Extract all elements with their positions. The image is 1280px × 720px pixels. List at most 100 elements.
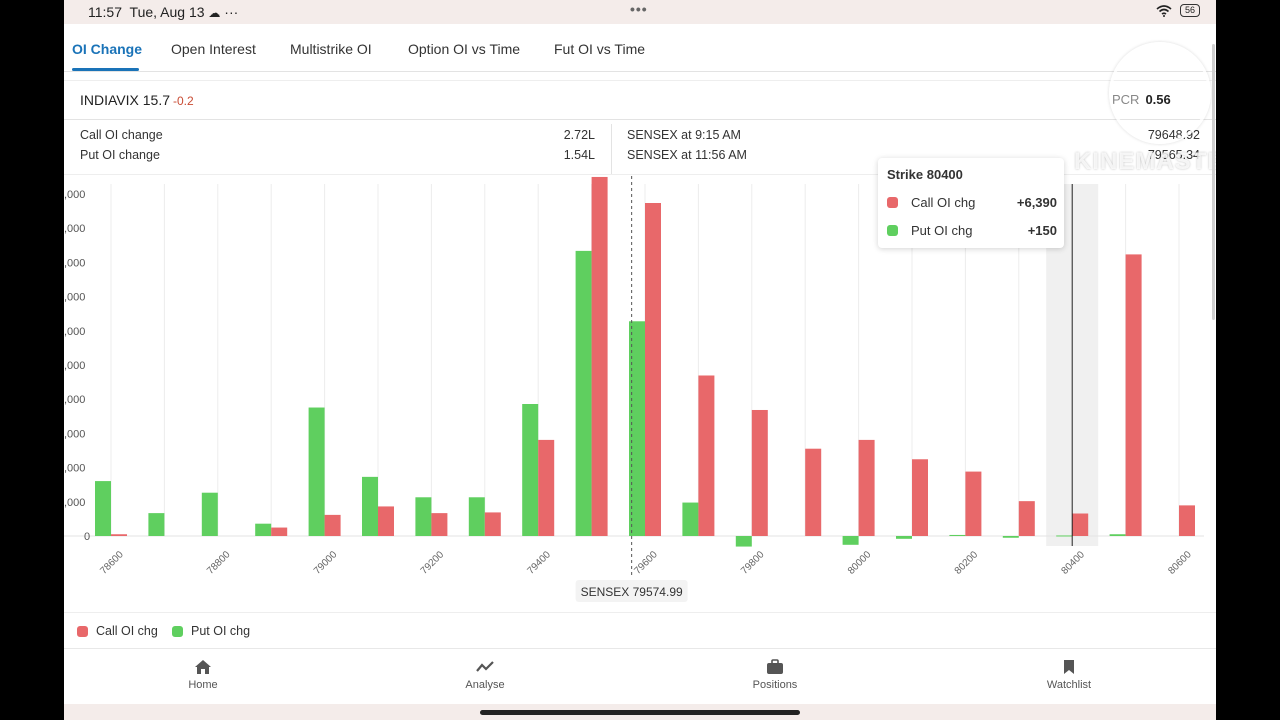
put-bar [1109, 534, 1126, 536]
put-bar [896, 536, 912, 539]
tooltip-put-row: Put OI chg +150 [887, 221, 1057, 241]
bookmark-icon [1064, 660, 1074, 674]
tooltip-call-row: Call OI chg +6,390 [887, 193, 1057, 213]
call-oi-change-value: 2.72L [563, 128, 595, 142]
tooltip-put-label: Put OI chg [911, 223, 973, 238]
x-tick-label: 80400 [1060, 549, 1088, 577]
nav-analyse[interactable]: Analyse [445, 659, 525, 691]
put-bar [308, 407, 325, 536]
nav-home-label: Home [188, 679, 218, 691]
nav-watchlist[interactable]: Watchlist [1029, 659, 1109, 691]
sensex-open-label: SENSEX at 9:15 AM [627, 128, 741, 142]
put-bar [735, 536, 752, 547]
indiavix-quote[interactable]: INDIAVIX 15.7 -0.2 [80, 92, 194, 108]
summary-divider [611, 124, 612, 174]
tab-bar: OI Change Open Interest Multistrike OI O… [64, 24, 1216, 72]
call-bar [912, 459, 928, 536]
watermark-text: KINEMASTER [1074, 148, 1216, 175]
nav-watchlist-label: Watchlist [1046, 679, 1092, 691]
legend-call-swatch [77, 625, 88, 637]
call-bar [484, 512, 501, 536]
nav-analyse-label: Analyse [465, 679, 505, 691]
legend-put[interactable]: Put OI chg [172, 624, 250, 638]
status-bar: 11:57 Tue, Aug 13 ☁ ··· ••• 56 [64, 0, 1216, 24]
call-bar [965, 471, 982, 536]
put-bar [842, 536, 859, 545]
bottom-navigation: Home Analyse Positions Watchlist [64, 648, 1216, 705]
call-bar [111, 534, 127, 536]
call-bar [378, 506, 394, 536]
call-bar [751, 409, 768, 536]
tab-oi-change[interactable]: OI Change [72, 41, 143, 57]
call-bar [1179, 505, 1195, 536]
status-time: 11:57 Tue, Aug 13 ☁ ··· [88, 4, 238, 20]
tooltip-put-value: +150 [1027, 223, 1057, 238]
nav-home[interactable]: Home [163, 659, 243, 691]
x-tick-label: 78600 [98, 549, 126, 577]
briefcase-icon [767, 659, 783, 674]
y-tick-label: 0 [84, 531, 90, 543]
window-handle-dots[interactable]: ••• [630, 1, 648, 17]
call-bar [324, 514, 341, 536]
x-tick-label: 79800 [739, 549, 767, 577]
call-swatch [887, 197, 898, 208]
call-bar [538, 439, 555, 536]
put-oi-change-value: 1.54L [563, 148, 595, 162]
cloud-icon: ☁ [208, 6, 221, 20]
put-bar [201, 492, 218, 536]
legend-call-label: Call OI chg [96, 624, 158, 638]
battery-icon: 56 [1179, 4, 1200, 17]
tab-open-interest[interactable]: Open Interest [171, 41, 256, 57]
put-oi-change-label: Put OI change [80, 148, 160, 162]
tooltip-call-value: +6,390 [1016, 195, 1057, 210]
tab-option-oi-vs-time[interactable]: Option OI vs Time [408, 41, 521, 57]
call-bar [1018, 501, 1035, 536]
home-icon [195, 660, 211, 674]
put-bar [95, 481, 111, 536]
call-bar [431, 513, 448, 536]
put-bar [362, 476, 378, 536]
call-bar [858, 439, 875, 536]
y-tick-label: ,000 [64, 292, 85, 304]
vix-value: 15.7 [142, 92, 171, 108]
active-tab-indicator [72, 68, 139, 71]
put-swatch [887, 225, 898, 236]
scrollbar[interactable] [1212, 44, 1215, 320]
call-bar [645, 203, 661, 536]
tab-fut-oi-vs-time[interactable]: Fut OI vs Time [554, 41, 646, 57]
chart-tooltip: Strike 80400 Call OI chg +6,390 Put OI c… [878, 158, 1064, 248]
kinemaster-logo-watermark [1109, 42, 1211, 144]
y-tick-label: ,000 [64, 497, 85, 509]
sensex-now-label: SENSEX at 11:56 AM [627, 148, 747, 162]
analyse-icon [476, 661, 494, 672]
x-tick-label: 79000 [312, 549, 340, 577]
y-tick-label: ,000 [64, 326, 85, 338]
tooltip-title: Strike 80400 [887, 167, 963, 182]
home-indicator[interactable] [480, 710, 800, 715]
x-tick-label: 80000 [846, 549, 874, 577]
nav-positions-label: Positions [752, 679, 798, 691]
nav-positions[interactable]: Positions [735, 659, 815, 691]
legend-call[interactable]: Call OI chg [77, 624, 158, 638]
status-date: Tue, Aug 13 [129, 4, 205, 20]
app-screen: 11:57 Tue, Aug 13 ☁ ··· ••• 56 OI Change… [64, 0, 1216, 720]
spot-label-bg [575, 580, 688, 602]
x-tick-label: 80200 [953, 549, 981, 577]
call-bar [805, 448, 822, 536]
put-bar [468, 497, 485, 536]
tab-multistrike-oi[interactable]: Multistrike OI [290, 41, 372, 57]
put-bar [682, 502, 699, 536]
spot-label: SENSEX 79574.99 [581, 585, 683, 599]
call-bar [591, 176, 608, 536]
put-bar [629, 321, 645, 536]
y-tick-label: ,000 [64, 463, 85, 475]
call-oi-change-label: Call OI change [80, 128, 163, 142]
y-tick-label: ,000 [64, 257, 85, 269]
clock: 11:57 [88, 4, 122, 20]
vix-change: -0.2 [173, 94, 194, 108]
put-bar [415, 497, 432, 536]
put-bar [255, 523, 272, 536]
x-tick-label: 79400 [526, 549, 554, 577]
put-bar [522, 404, 539, 536]
put-bar [949, 534, 966, 536]
